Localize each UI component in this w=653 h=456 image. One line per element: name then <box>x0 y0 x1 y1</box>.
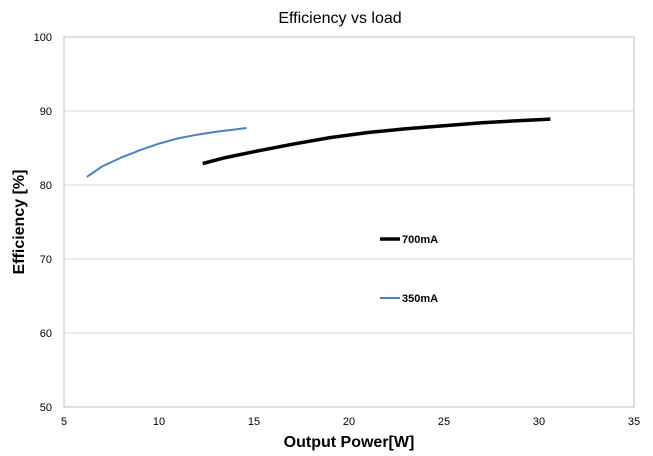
x-tick-label: 25 <box>438 416 450 428</box>
y-tick-label: 90 <box>40 106 52 118</box>
y-tick-label: 60 <box>40 328 52 340</box>
x-tick-label: 15 <box>248 416 260 428</box>
y-axis-label: Efficiency [%] <box>11 170 28 275</box>
x-tick-label: 35 <box>628 416 640 428</box>
series-lines <box>86 117 551 178</box>
series-line-350mA <box>86 127 247 178</box>
x-tick-label: 30 <box>533 416 545 428</box>
legend-label-350mA: 350mA <box>402 293 438 305</box>
x-axis-ticks: 5 10 15 20 25 30 35 <box>61 416 640 428</box>
y-tick-label: 50 <box>40 402 52 414</box>
legend-label-700mA: 700mA <box>402 234 438 246</box>
y-tick-label: 100 <box>34 32 52 44</box>
x-axis-label: Output Power[W] <box>284 434 415 451</box>
plot-area <box>63 36 635 408</box>
y-tick-label: 80 <box>40 180 52 192</box>
x-tick-label: 10 <box>153 416 165 428</box>
legend: 700mA 350mA <box>380 234 438 305</box>
gridlines <box>64 110 634 334</box>
x-tick-label: 5 <box>61 416 67 428</box>
x-tick-label: 20 <box>343 416 355 428</box>
y-axis-ticks: 50 60 70 80 90 100 <box>34 32 52 414</box>
chart-title: Efficiency vs load <box>278 10 401 27</box>
series-line-700mA <box>202 117 551 166</box>
y-tick-label: 70 <box>40 254 52 266</box>
